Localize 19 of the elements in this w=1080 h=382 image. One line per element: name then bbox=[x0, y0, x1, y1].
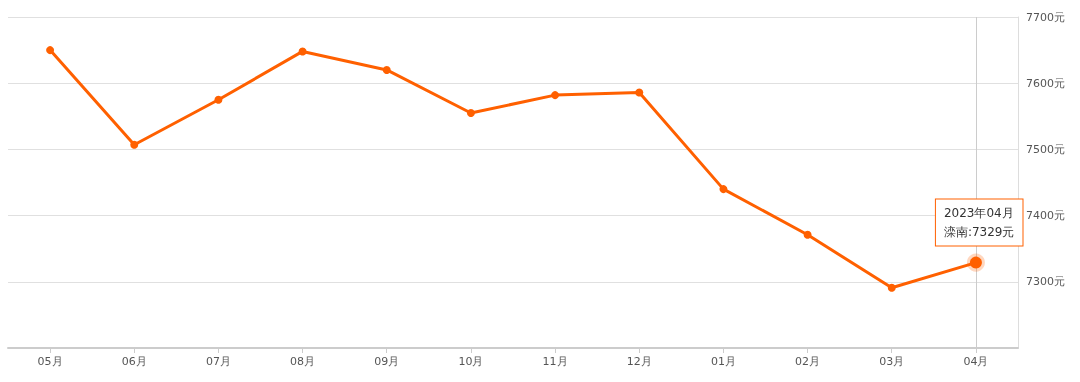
x-tick-label: 06月 bbox=[121, 355, 147, 368]
annotation: 滦南:7329元 bbox=[943, 225, 1015, 240]
x-tick-label: 02月 bbox=[795, 355, 821, 368]
x-tick-label: 01月 bbox=[710, 355, 736, 368]
x-tick-label: 11月 bbox=[542, 355, 568, 368]
y-tick-label: 7400元 bbox=[1026, 209, 1065, 223]
x-tick-label: 12月 bbox=[626, 355, 652, 368]
y-tick-label: 7700元 bbox=[1026, 10, 1065, 24]
x-tick-label: 07月 bbox=[205, 355, 231, 368]
y-tick-label: 7500元 bbox=[1026, 142, 1065, 156]
y-tick-label: 7600元 bbox=[1026, 76, 1065, 90]
x-tick-label: 04月 bbox=[963, 355, 989, 368]
x-tick-label: 09月 bbox=[374, 355, 400, 368]
x-tick-label: 08月 bbox=[290, 355, 316, 368]
x-tick-label: 03月 bbox=[879, 355, 905, 368]
annotation: 2023年04月 bbox=[943, 206, 1014, 221]
x-tick-label: 05月 bbox=[37, 355, 63, 368]
y-tick-label: 7300元 bbox=[1026, 275, 1065, 289]
x-tick-label: 10月 bbox=[458, 355, 484, 368]
